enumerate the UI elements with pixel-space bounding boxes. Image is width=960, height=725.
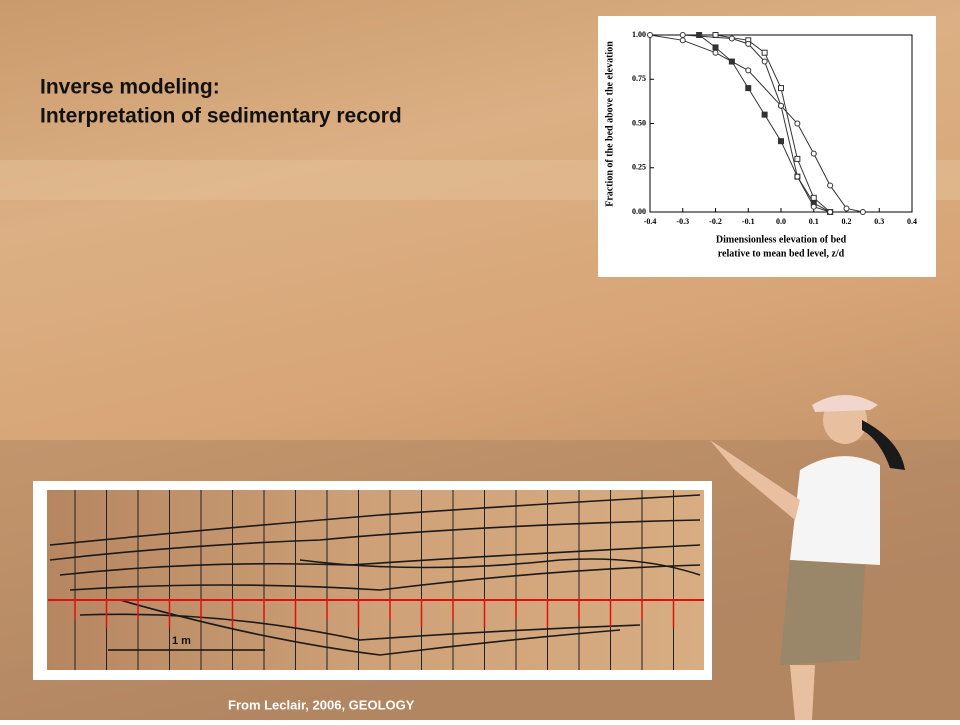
marker	[679, 32, 686, 38]
marker	[827, 182, 834, 189]
person	[710, 395, 905, 720]
x-tick-label: 0.3	[874, 217, 884, 226]
marker	[761, 111, 768, 118]
marker	[778, 138, 784, 145]
chart-panel	[598, 16, 936, 277]
marker	[712, 44, 719, 51]
inset-chart: Fraction of the bed above the elevation …	[598, 16, 936, 277]
y-tick-label: 1.00	[632, 30, 646, 39]
marker	[827, 209, 834, 215]
x-tick-label: 0.1	[809, 217, 819, 226]
marker	[843, 205, 850, 212]
marker	[647, 32, 653, 38]
x-tick-label: -0.3	[676, 217, 689, 226]
y-tick-label: 0.25	[632, 163, 646, 172]
scale-label: 1 m	[172, 635, 191, 647]
marker	[859, 209, 866, 215]
marker	[794, 120, 801, 127]
marker	[794, 173, 801, 180]
outcrop-inset: 1 m	[33, 481, 712, 680]
x-axis-label: relative to mean bed level, z/d	[718, 248, 845, 259]
marker	[810, 194, 817, 201]
marker	[794, 155, 801, 162]
series-line	[649, 34, 863, 213]
marker	[679, 37, 686, 44]
caption: From Leclair, 2006, GEOLOGY	[228, 697, 415, 712]
x-tick-label: 0.0	[776, 217, 786, 226]
x-tick-label: -0.1	[742, 217, 755, 226]
marker	[778, 85, 784, 92]
x-tick-label: 0.2	[842, 217, 852, 226]
y-axis-label: Fraction of the bed above the elevation	[604, 41, 615, 207]
slide-title: Inverse modeling:	[40, 76, 220, 99]
marker	[745, 40, 752, 47]
y-tick-label: 0.00	[632, 207, 646, 216]
x-tick-label: -0.2	[709, 217, 722, 226]
y-tick-label: 0.50	[632, 118, 646, 127]
x-tick-label: 0.4	[907, 217, 917, 226]
slide-title: Interpretation of sedimentary record	[40, 105, 402, 128]
marker	[696, 32, 703, 38]
marker	[761, 58, 768, 65]
marker	[728, 35, 735, 42]
marker	[810, 203, 817, 210]
marker	[712, 49, 719, 56]
x-axis-label: Dimensionless elevation of bed	[716, 234, 847, 245]
x-tick-label: -0.4	[644, 217, 657, 226]
marker	[745, 85, 752, 92]
marker	[728, 58, 735, 65]
marker	[778, 102, 784, 109]
marker	[761, 49, 768, 56]
marker	[745, 67, 752, 74]
marker	[810, 150, 817, 157]
y-tick-label: 0.75	[632, 74, 646, 83]
